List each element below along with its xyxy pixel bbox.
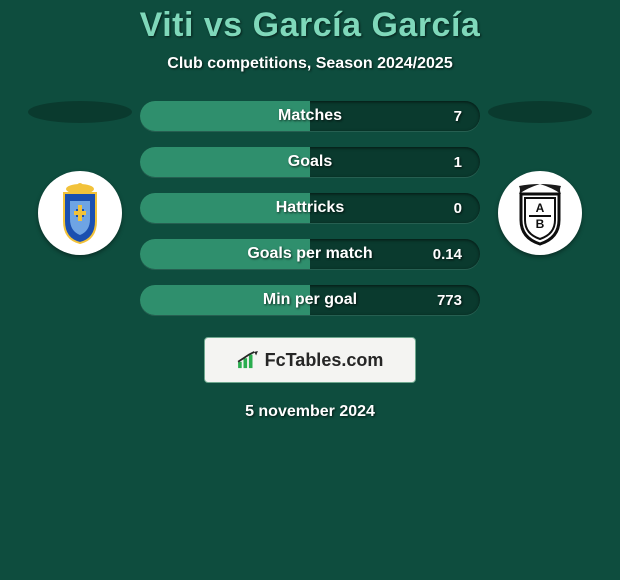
bar-chart-icon xyxy=(237,351,259,369)
stat-label: Min per goal xyxy=(140,291,480,309)
right-column: A B xyxy=(480,101,600,255)
stat-label: Hattricks xyxy=(140,199,480,217)
stat-row-goals-per-match: Goals per match 0.14 xyxy=(140,239,480,269)
stat-label: Matches xyxy=(140,107,480,125)
stat-row-goals: Goals 1 xyxy=(140,147,480,177)
stat-value: 7 xyxy=(454,108,462,125)
club-badge-right: A B xyxy=(498,171,582,255)
comparison-card: Viti vs García García Club competitions,… xyxy=(0,0,620,580)
crest-albacete-icon: A B xyxy=(507,180,573,246)
crest-oviedo-icon xyxy=(48,181,112,245)
brand-text: FcTables.com xyxy=(265,350,384,371)
player-shadow-right xyxy=(488,101,592,123)
stat-value: 1 xyxy=(454,154,462,171)
stat-row-min-per-goal: Min per goal 773 xyxy=(140,285,480,315)
left-column xyxy=(20,101,140,255)
stat-row-matches: Matches 7 xyxy=(140,101,480,131)
stat-label: Goals per match xyxy=(140,245,480,263)
stat-row-hattricks: Hattricks 0 xyxy=(140,193,480,223)
stat-value: 773 xyxy=(437,292,462,309)
page-title: Viti vs García García xyxy=(140,6,481,45)
player-shadow-left xyxy=(28,101,132,123)
stats-list: Matches 7 Goals 1 Hattricks 0 Goals per … xyxy=(140,101,480,315)
svg-text:A: A xyxy=(536,201,545,215)
subtitle: Club competitions, Season 2024/2025 xyxy=(167,55,452,73)
stats-area: Matches 7 Goals 1 Hattricks 0 Goals per … xyxy=(0,101,620,315)
brand-box[interactable]: FcTables.com xyxy=(204,337,416,383)
date-text: 5 november 2024 xyxy=(245,403,375,421)
stat-label: Goals xyxy=(140,153,480,171)
stat-value: 0 xyxy=(454,200,462,217)
club-badge-left xyxy=(38,171,122,255)
svg-text:B: B xyxy=(536,217,545,231)
stat-value: 0.14 xyxy=(433,246,462,263)
